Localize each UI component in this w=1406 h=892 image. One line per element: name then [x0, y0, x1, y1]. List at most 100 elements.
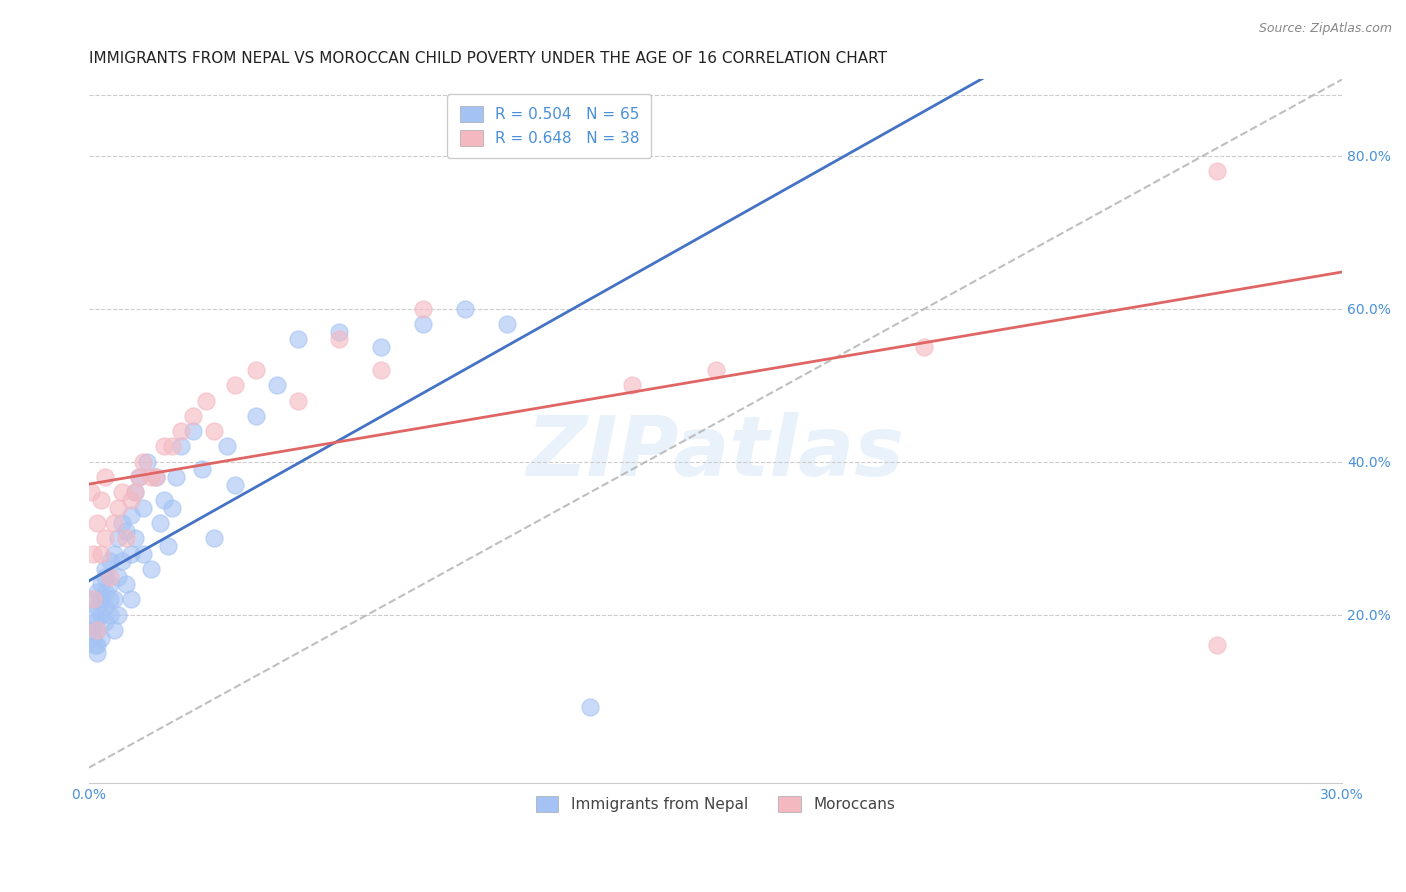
Point — [1206, 638, 1229, 652]
Point — [132, 547, 155, 561]
Point — [128, 470, 150, 484]
Point — [111, 554, 134, 568]
Point — [145, 470, 167, 484]
Point — [86, 600, 108, 615]
Point — [107, 607, 129, 622]
Point — [98, 577, 121, 591]
Point — [412, 317, 434, 331]
Point — [86, 623, 108, 637]
Point — [287, 333, 309, 347]
Point — [495, 317, 517, 331]
Point — [190, 462, 212, 476]
Point — [103, 516, 125, 530]
Point — [149, 516, 172, 530]
Point — [153, 440, 176, 454]
Point — [103, 547, 125, 561]
Text: Source: ZipAtlas.com: Source: ZipAtlas.com — [1258, 22, 1392, 36]
Point — [82, 547, 104, 561]
Point — [86, 623, 108, 637]
Point — [202, 424, 225, 438]
Point — [120, 547, 142, 561]
Point — [86, 638, 108, 652]
Point — [98, 554, 121, 568]
Point — [454, 301, 477, 316]
Point — [370, 363, 392, 377]
Point — [579, 699, 602, 714]
Point — [84, 638, 107, 652]
Point — [912, 340, 935, 354]
Point — [82, 607, 104, 622]
Point — [90, 607, 112, 622]
Point — [132, 500, 155, 515]
Point — [107, 569, 129, 583]
Point — [82, 592, 104, 607]
Point — [245, 363, 267, 377]
Point — [162, 500, 184, 515]
Point — [84, 615, 107, 630]
Point — [82, 631, 104, 645]
Point — [141, 562, 163, 576]
Point — [169, 440, 191, 454]
Point — [103, 592, 125, 607]
Point — [124, 531, 146, 545]
Point — [98, 607, 121, 622]
Point — [287, 393, 309, 408]
Point — [103, 623, 125, 637]
Point — [328, 333, 350, 347]
Point — [107, 531, 129, 545]
Point — [94, 531, 117, 545]
Point — [90, 592, 112, 607]
Point — [215, 440, 238, 454]
Point — [111, 485, 134, 500]
Point — [115, 531, 138, 545]
Point — [153, 493, 176, 508]
Point — [412, 301, 434, 316]
Point — [94, 562, 117, 576]
Point — [86, 646, 108, 660]
Text: IMMIGRANTS FROM NEPAL VS MOROCCAN CHILD POVERTY UNDER THE AGE OF 16 CORRELATION : IMMIGRANTS FROM NEPAL VS MOROCCAN CHILD … — [89, 51, 887, 66]
Point — [90, 631, 112, 645]
Point — [98, 592, 121, 607]
Point — [94, 615, 117, 630]
Point — [136, 455, 159, 469]
Point — [80, 485, 103, 500]
Point — [370, 340, 392, 354]
Point — [115, 577, 138, 591]
Point — [90, 493, 112, 508]
Point — [111, 516, 134, 530]
Point — [82, 592, 104, 607]
Point — [86, 516, 108, 530]
Point — [94, 569, 117, 583]
Point — [86, 584, 108, 599]
Point — [145, 470, 167, 484]
Point — [90, 577, 112, 591]
Point — [94, 470, 117, 484]
Point — [94, 584, 117, 599]
Point — [98, 569, 121, 583]
Point — [124, 485, 146, 500]
Point — [94, 600, 117, 615]
Point — [181, 409, 204, 423]
Point — [194, 393, 217, 408]
Point — [202, 531, 225, 545]
Point — [266, 378, 288, 392]
Point — [1206, 164, 1229, 178]
Point — [620, 378, 643, 392]
Legend: Immigrants from Nepal, Moroccans: Immigrants from Nepal, Moroccans — [523, 784, 908, 825]
Point — [157, 539, 180, 553]
Point — [495, 111, 517, 125]
Point — [245, 409, 267, 423]
Point — [120, 493, 142, 508]
Point — [169, 424, 191, 438]
Point — [162, 440, 184, 454]
Point — [115, 524, 138, 538]
Point — [107, 500, 129, 515]
Point — [124, 485, 146, 500]
Point — [128, 470, 150, 484]
Point — [181, 424, 204, 438]
Point — [132, 455, 155, 469]
Text: ZIPatlas: ZIPatlas — [527, 412, 904, 492]
Point — [328, 325, 350, 339]
Point — [120, 508, 142, 523]
Point — [120, 592, 142, 607]
